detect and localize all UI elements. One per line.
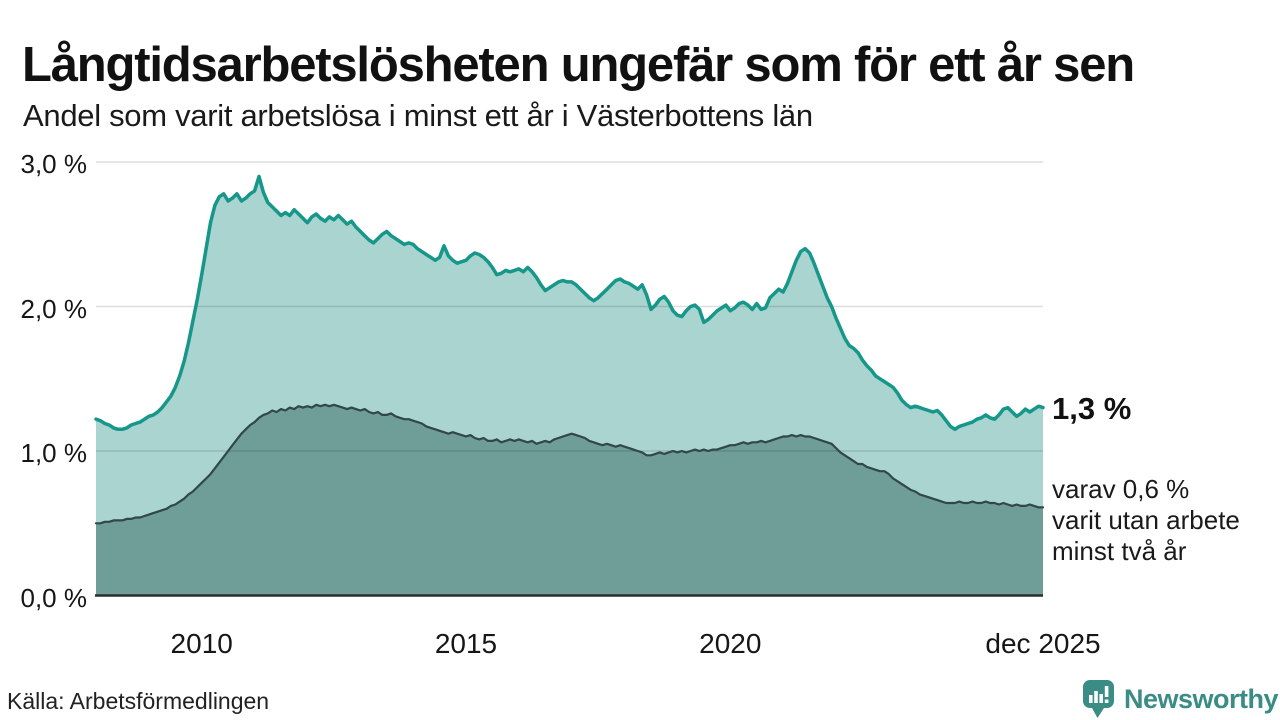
source-label: Källa: Arbetsförmedlingen	[7, 688, 270, 714]
secondary-value-line: varav 0,6 %	[1052, 474, 1190, 504]
logo-bubble-shape	[1083, 680, 1114, 718]
logo-bar	[1099, 694, 1103, 703]
x-axis-label: dec 2025	[985, 628, 1101, 659]
logo-bar	[1089, 695, 1093, 703]
x-axis-label: 2010	[170, 628, 233, 659]
y-axis-label: 2,0 %	[20, 293, 88, 324]
secondary-value-line: varit utan arbete	[1052, 505, 1240, 536]
newsworthy-logo-icon	[1083, 680, 1114, 718]
secondary-value-label: varav 0,6 % varit utan arbete minst två …	[1052, 474, 1240, 568]
logo-exclamation-dot	[1104, 699, 1109, 703]
logo-bar	[1094, 691, 1098, 703]
x-axis-label: 2015	[434, 628, 498, 659]
page-title: Långtidsarbetslösheten ungefär som för e…	[22, 37, 1135, 92]
secondary-value-line: minst två år	[1052, 536, 1187, 567]
logo-exclamation	[1104, 686, 1109, 697]
latest-value-label: 1,3 %	[1052, 391, 1132, 426]
series-area	[96, 404, 1043, 596]
newsworthy-logo-text: Newsworthy	[1124, 683, 1279, 714]
y-axis-label: 1,0 %	[20, 438, 88, 468]
chart-subtitle: Andel som varit arbetslösa i minst ett å…	[23, 98, 813, 133]
series-line	[94, 403, 1045, 525]
y-axis-label: 3,0 %	[20, 149, 88, 179]
y-axis-label: 0,0 %	[20, 582, 88, 613]
newsworthy-logo[interactable]: Newsworthy	[1083, 679, 1279, 719]
series-line	[94, 174, 1045, 432]
x-axis-label: 2020	[699, 628, 762, 659]
